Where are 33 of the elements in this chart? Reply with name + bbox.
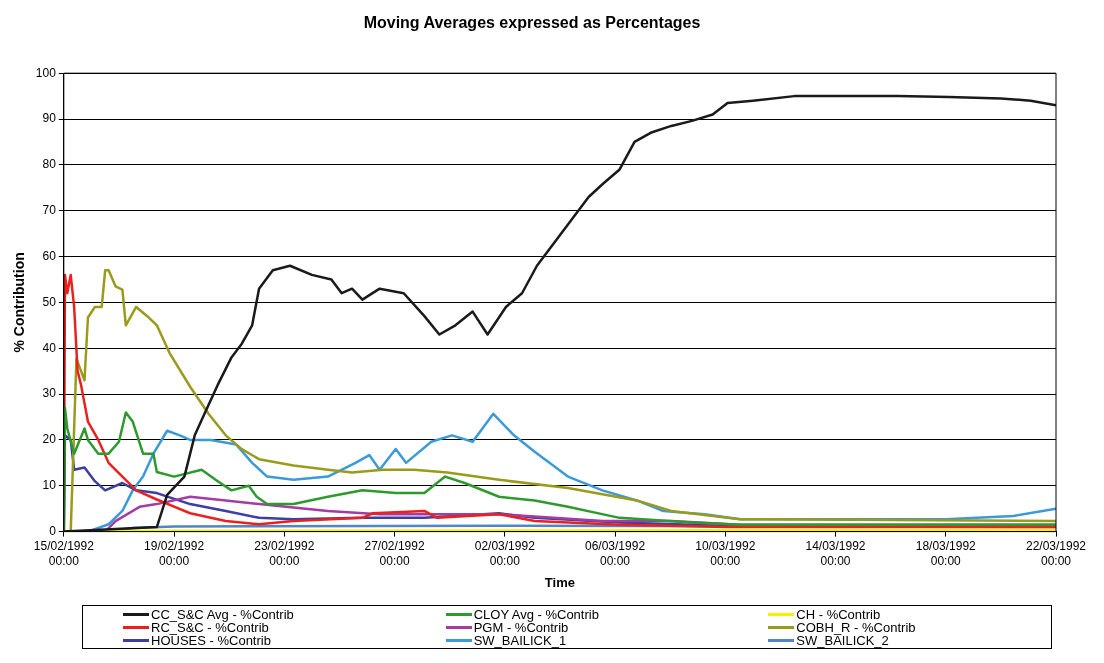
legend-label: SW_BAILICK_1 [473,633,567,648]
y-tick-label: 90 [42,111,57,126]
legend-label: HOUSES - %Contrib [151,633,271,648]
chart-title: Moving Averages expressed as Percentages [363,14,701,32]
x-tick-label: 02/03/1992 00:00 [474,539,536,568]
x-tick-label: 19/02/1992 00:00 [144,539,205,568]
y-tick-label: 80 [42,157,57,172]
y-tick-label: 20 [42,432,57,447]
y-tick-label: 30 [42,386,57,401]
x-tick-label: 22/03/1992 00:00 [1025,539,1087,568]
legend-label: CLOY Avg - %Contrib [473,607,599,622]
x-axis-title: Time [544,574,575,590]
legend-label: RC_S&C - %Contrib [151,620,269,635]
x-tick-label: 15/02/1992 00:00 [33,539,95,568]
x-tick-label: 27/02/1992 00:00 [364,539,425,568]
y-tick-label: 0 [49,523,57,538]
legend-label: COBH_R - %Contrib [796,620,916,635]
x-tick-label: 10/03/1992 00:00 [695,539,756,568]
y-axis-title: % Contribution [11,252,28,353]
legend-label: CH - %Contrib [796,607,881,622]
x-tick-label: 06/03/1992 00:00 [585,539,646,568]
legend-label: CC_S&C Avg - %Contrib [151,607,294,622]
x-tick-label: 18/03/1992 00:00 [915,539,977,568]
y-tick-label: 10 [42,478,57,493]
legend-label: PGM - %Contrib [473,620,569,635]
y-tick-label: 60 [42,248,57,263]
x-tick-label: 23/02/1992 00:00 [254,539,315,568]
y-tick-label: 100 [35,65,57,80]
y-tick-label: 40 [42,340,57,355]
x-tick-label: 14/03/1992 00:00 [805,539,866,568]
legend-label: SW_BAILICK_2 [796,633,889,648]
y-tick-label: 70 [42,203,57,218]
y-tick-label: 50 [42,294,57,309]
